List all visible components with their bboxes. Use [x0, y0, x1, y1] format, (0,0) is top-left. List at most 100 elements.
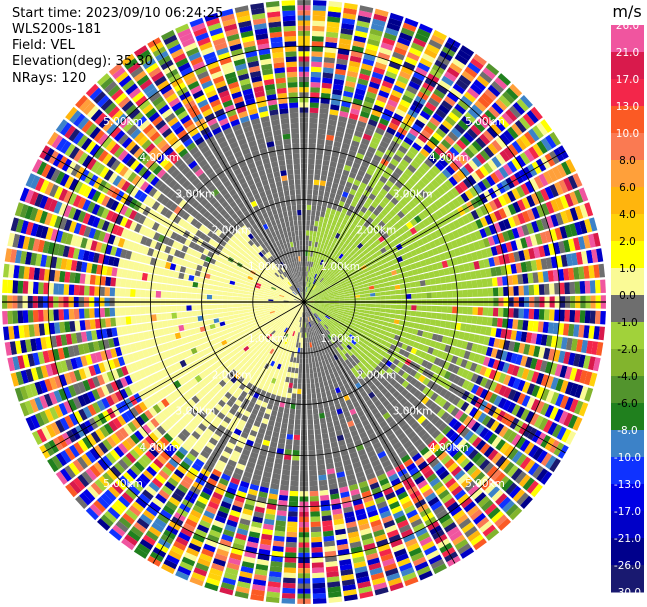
range-gate-cell	[343, 311, 349, 315]
range-gate-cell	[307, 261, 310, 267]
range-gate-cell	[353, 314, 359, 318]
range-gate-cell	[318, 407, 325, 414]
range-gate-cell	[451, 127, 462, 138]
range-gate-cell	[538, 309, 545, 320]
range-gate-cell	[533, 246, 541, 259]
range-gate-cell	[360, 232, 368, 239]
range-gate-cell	[322, 267, 328, 273]
range-gate-cell	[440, 182, 450, 193]
range-gate-cell	[275, 520, 286, 527]
range-gate-cell	[365, 303, 371, 307]
range-gate-cell	[581, 250, 588, 265]
range-gate-cell	[350, 230, 357, 237]
range-gate-cell	[549, 131, 561, 146]
range-gate-cell	[533, 309, 540, 320]
range-gate-cell	[338, 253, 344, 259]
range-gate-cell	[390, 304, 397, 309]
range-gate-cell	[380, 247, 387, 254]
range-gate-cell	[384, 267, 391, 273]
range-gate-cell	[465, 271, 472, 280]
range-gate-cell	[367, 317, 374, 323]
range-gate-cell	[310, 71, 322, 78]
range-gate-cell	[332, 204, 338, 211]
range-gate-cell	[301, 332, 304, 338]
range-gate-cell	[523, 249, 531, 261]
range-gate-cell	[406, 51, 420, 62]
range-gate-cell	[365, 197, 374, 205]
range-gate-cell	[342, 12, 356, 20]
range-gate-cell	[405, 264, 412, 272]
range-gate-cell	[458, 74, 472, 87]
range-gate-cell	[507, 143, 519, 157]
range-gate-cell	[297, 378, 302, 384]
range-gate-cell	[319, 108, 329, 115]
range-gate-cell	[478, 335, 485, 345]
range-gate-cell	[318, 123, 327, 130]
range-gate-cell	[420, 311, 427, 318]
range-gate-cell	[335, 232, 341, 239]
range-gate-cell	[384, 131, 394, 140]
range-gate-cell	[313, 304, 319, 307]
range-gate-cell	[500, 328, 507, 339]
range-gate-cell	[543, 283, 550, 295]
range-gate-cell	[320, 243, 325, 249]
range-gate-cell	[573, 353, 581, 367]
range-gate-cell	[336, 284, 342, 289]
range-gate-cell	[372, 319, 379, 324]
range-gate-cell	[500, 265, 507, 276]
range-gate-cell	[293, 439, 300, 446]
range-gate-cell	[312, 10, 326, 17]
range-gate-cell	[312, 231, 317, 237]
range-gate-cell	[312, 567, 325, 574]
range-gate-cell	[490, 267, 497, 277]
range-gate-cell	[521, 197, 531, 209]
range-gate-cell	[329, 192, 336, 199]
range-gate-cell	[331, 151, 340, 158]
range-gate-cell	[308, 450, 316, 456]
range-gate-cell	[313, 225, 318, 232]
range-gate-cell	[306, 266, 309, 272]
range-gate-cell	[419, 317, 426, 324]
range-gate-cell	[342, 313, 349, 318]
range-gate-cell	[286, 371, 291, 378]
range-gate-cell	[456, 169, 466, 180]
range-gate-cell	[280, 479, 290, 486]
range-gate-cell	[563, 239, 571, 253]
range-gate-cell	[327, 218, 333, 225]
range-gate-cell	[528, 284, 535, 296]
range-gate-cell	[321, 254, 326, 261]
range-gate-cell	[420, 129, 432, 140]
range-gate-cell	[315, 154, 323, 160]
range-gate-cell	[314, 377, 319, 384]
range-gate-cell	[540, 203, 550, 216]
range-gate-cell	[333, 141, 342, 148]
range-gate-cell	[278, 494, 288, 501]
range-gate-cell	[371, 201, 379, 209]
range-gate-cell	[434, 161, 445, 172]
range-gate-cell	[464, 163, 474, 174]
range-gate-cell	[363, 53, 376, 62]
range-gate-cell	[342, 169, 350, 177]
range-gate-cell	[374, 196, 382, 205]
range-gate-cell	[385, 291, 391, 296]
range-gate-cell	[318, 248, 323, 254]
range-gate-cell	[586, 250, 594, 264]
range-gate-cell	[399, 99, 411, 109]
range-gate-cell	[357, 169, 366, 177]
range-gate-cell	[308, 298, 314, 301]
range-gate-cell	[569, 223, 578, 237]
range-gate-cell	[307, 179, 314, 185]
range-gate-cell	[441, 168, 452, 179]
range-gate-cell	[486, 317, 493, 326]
range-gate-cell	[595, 310, 601, 325]
range-gate-cell	[290, 372, 295, 379]
range-gate-cell	[430, 231, 438, 240]
range-gate-cell	[406, 85, 418, 95]
range-gate-cell	[311, 36, 324, 42]
range-gate-cell	[444, 135, 455, 146]
range-gate-cell	[390, 158, 400, 167]
range-gate-cell	[334, 299, 340, 302]
range-gate-cell	[386, 22, 401, 32]
range-gate-cell	[389, 225, 398, 234]
range-gate-cell	[471, 140, 483, 152]
